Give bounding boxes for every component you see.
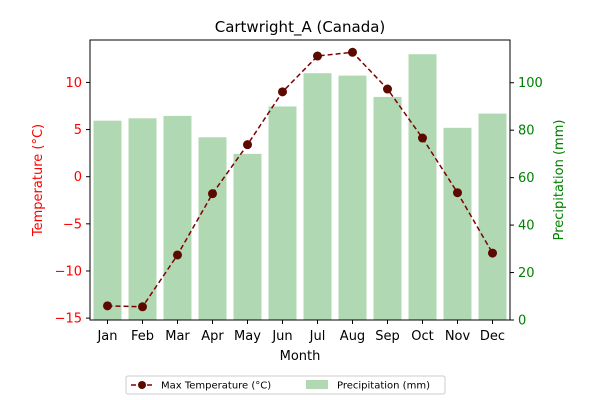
legend: Max Temperature (°C) Precipitation (mm) (125, 375, 446, 395)
temp-point-feb (138, 302, 147, 312)
precip-bar-nov (443, 127, 472, 321)
temp-point-mar (173, 250, 182, 260)
precip-bar-may (233, 153, 262, 320)
precip-bar-jan (93, 120, 122, 320)
left-y-tick-label: 10 (65, 76, 82, 91)
precipitation-bars (93, 54, 507, 321)
temperature-line-path (107, 51, 494, 308)
left-y-tick-label: 5 (74, 123, 82, 138)
temp-point-jul (313, 51, 322, 61)
right-y-tick-label: 0 (518, 314, 526, 329)
x-tick-label: Aug (340, 329, 365, 344)
right-y-axis-label: Precipitation (mm) (552, 120, 567, 241)
precip-bar-apr (198, 137, 227, 320)
x-tick-label: Dec (480, 329, 505, 344)
precip-bar-sep (373, 96, 402, 320)
x-tick-label: Jul (309, 329, 326, 344)
right-y-tick-label: 60 (518, 171, 535, 186)
temp-point-sep (383, 84, 392, 94)
precip-bar-mar (163, 115, 192, 320)
right-y-tick-label: 100 (518, 76, 543, 91)
left-y-axis-label: Temperature (°C) (31, 124, 46, 237)
temp-point-jun (278, 87, 287, 97)
x-axis-label: Month (280, 349, 321, 364)
left-y-tick-label: 0 (74, 170, 82, 185)
x-tick-label: Jun (271, 329, 292, 344)
precip-bar-dec (478, 113, 507, 320)
x-tick-label: Nov (445, 329, 471, 344)
left-y-tick-label: −10 (55, 264, 82, 279)
left-y-tick-label: −15 (55, 312, 82, 327)
x-tick-label: Oct (411, 329, 433, 344)
precip-bar-jun (268, 106, 297, 321)
right-y-axis-ticks: 0 20 40 60 80 100 (510, 76, 543, 329)
plot-frame (89, 39, 511, 321)
legend-frame (125, 375, 446, 395)
x-tick-label: Jan (96, 329, 117, 344)
x-tick-label: Feb (131, 329, 154, 344)
chart-title: Cartwright_A (Canada) (215, 18, 386, 37)
legend-bar-swatch (306, 380, 328, 389)
legend-marker-swatch (138, 381, 146, 389)
legend-label-temperature: Max Temperature (°C) (161, 381, 271, 392)
temp-point-dec (488, 248, 497, 258)
x-tick-label: May (234, 329, 261, 344)
temperature-line (103, 47, 497, 312)
left-y-tick-label: −5 (63, 217, 82, 232)
temp-point-may (243, 140, 252, 150)
temp-point-oct (418, 133, 427, 143)
precip-bar-aug (338, 75, 367, 320)
right-y-tick-label: 20 (518, 266, 535, 281)
x-axis-ticks: Jan Feb Mar Apr May Jun Jul Aug Sep Oct Nov Dec (96, 320, 505, 344)
right-y-tick-label: 80 (518, 124, 535, 139)
x-tick-label: Apr (201, 329, 224, 344)
precip-bar-feb (128, 118, 157, 320)
temp-point-apr (208, 189, 217, 199)
temp-point-jan (103, 301, 112, 311)
left-y-axis-ticks: −15 −10 −5 0 5 10 (55, 76, 90, 327)
x-tick-label: Mar (165, 329, 190, 344)
temp-point-nov (453, 188, 462, 198)
temp-point-aug (348, 47, 357, 57)
right-y-tick-label: 40 (518, 219, 535, 234)
x-tick-label: Sep (375, 329, 400, 344)
precip-bar-oct (408, 54, 437, 320)
precip-bar-jul (303, 73, 332, 320)
legend-label-precipitation: Precipitation (mm) (337, 381, 430, 392)
